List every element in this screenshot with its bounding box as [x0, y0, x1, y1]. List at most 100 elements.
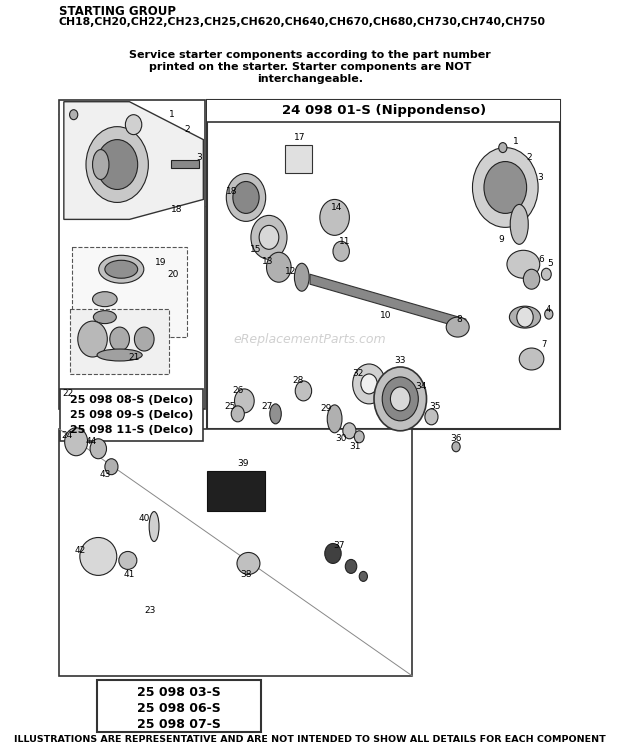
Text: 6: 6 — [539, 255, 544, 264]
Circle shape — [125, 115, 142, 134]
Text: 25 098 07-S: 25 098 07-S — [137, 718, 221, 731]
Polygon shape — [310, 275, 466, 329]
Circle shape — [425, 409, 438, 424]
Circle shape — [135, 327, 154, 351]
Circle shape — [251, 216, 287, 260]
Text: 31: 31 — [350, 442, 361, 451]
Circle shape — [234, 389, 254, 413]
Circle shape — [105, 459, 118, 474]
Ellipse shape — [149, 512, 159, 542]
Ellipse shape — [446, 317, 469, 337]
Circle shape — [259, 225, 279, 249]
Bar — [170, 160, 199, 168]
Bar — [208, 100, 560, 429]
Ellipse shape — [510, 204, 528, 245]
Text: 25 098 11-S (Delco): 25 098 11-S (Delco) — [70, 424, 193, 435]
Text: 34: 34 — [415, 383, 427, 392]
Text: 39: 39 — [237, 460, 249, 468]
Polygon shape — [64, 101, 203, 219]
Circle shape — [90, 439, 107, 459]
Bar — [59, 100, 205, 409]
Circle shape — [333, 241, 350, 261]
Text: ILLUSTRATIONS ARE REPRESENTATIVE AND ARE NOT INTENDED TO SHOW ALL DETAILS FOR EA: ILLUSTRATIONS ARE REPRESENTATIVE AND ARE… — [14, 735, 606, 744]
Text: 32: 32 — [352, 369, 363, 378]
Bar — [97, 680, 261, 732]
Circle shape — [359, 571, 368, 581]
Text: 2: 2 — [526, 153, 532, 162]
Text: 25: 25 — [224, 402, 235, 411]
Polygon shape — [208, 122, 560, 429]
Text: 21: 21 — [128, 353, 140, 362]
Text: interchangeable.: interchangeable. — [257, 74, 363, 84]
Circle shape — [541, 269, 551, 280]
Ellipse shape — [270, 404, 281, 424]
Text: 20: 20 — [167, 270, 179, 279]
Circle shape — [226, 174, 266, 222]
Text: 3: 3 — [537, 173, 542, 182]
Text: 26: 26 — [232, 386, 244, 395]
Text: 10: 10 — [379, 310, 391, 319]
Text: 28: 28 — [293, 377, 304, 386]
Text: 30: 30 — [335, 434, 347, 443]
Bar — [208, 100, 560, 122]
Circle shape — [391, 387, 410, 411]
Text: eReplacementParts.com: eReplacementParts.com — [234, 333, 386, 345]
Circle shape — [320, 199, 350, 235]
Text: 19: 19 — [155, 258, 166, 267]
Text: 22: 22 — [62, 389, 74, 398]
Text: 41: 41 — [124, 570, 135, 579]
Text: 14: 14 — [332, 203, 343, 212]
Text: 36: 36 — [450, 434, 462, 443]
Bar — [71, 309, 169, 374]
Circle shape — [231, 406, 244, 421]
Text: 8: 8 — [456, 315, 463, 324]
Text: 37: 37 — [333, 541, 345, 550]
Text: STARTING GROUP: STARTING GROUP — [59, 5, 176, 18]
Text: 27: 27 — [262, 402, 273, 411]
Circle shape — [97, 140, 138, 189]
Bar — [59, 429, 412, 676]
Text: 5: 5 — [547, 259, 553, 268]
Ellipse shape — [507, 251, 540, 278]
Text: 1: 1 — [169, 110, 175, 119]
Circle shape — [69, 110, 78, 119]
Circle shape — [484, 162, 526, 213]
Circle shape — [452, 442, 460, 452]
Circle shape — [353, 364, 386, 404]
Text: 18: 18 — [171, 205, 183, 214]
Circle shape — [78, 321, 107, 357]
Circle shape — [267, 252, 291, 282]
Circle shape — [86, 127, 148, 202]
Circle shape — [374, 367, 427, 430]
Circle shape — [498, 142, 507, 153]
Text: 15: 15 — [250, 245, 262, 254]
Circle shape — [361, 374, 378, 394]
Text: 25 098 08-S (Delco): 25 098 08-S (Delco) — [70, 395, 193, 405]
Text: 42: 42 — [74, 546, 86, 555]
Text: 3: 3 — [197, 153, 202, 162]
Circle shape — [295, 381, 312, 401]
Circle shape — [382, 377, 419, 421]
Text: 25 098 06-S: 25 098 06-S — [137, 702, 221, 715]
Text: 25 098 09-S (Delco): 25 098 09-S (Delco) — [70, 410, 193, 420]
Text: 33: 33 — [394, 357, 406, 366]
Circle shape — [345, 560, 356, 574]
Text: 17: 17 — [294, 133, 306, 142]
Circle shape — [472, 148, 538, 228]
Text: printed on the starter. Starter components are NOT: printed on the starter. Starter componen… — [149, 62, 471, 72]
Ellipse shape — [94, 310, 117, 324]
Ellipse shape — [237, 553, 260, 574]
Text: 1: 1 — [513, 137, 519, 146]
Text: 23: 23 — [144, 606, 156, 615]
Circle shape — [545, 309, 553, 319]
Ellipse shape — [99, 255, 144, 283]
Circle shape — [354, 430, 364, 443]
Text: 11: 11 — [339, 236, 350, 246]
Ellipse shape — [105, 260, 138, 278]
Text: 38: 38 — [240, 570, 252, 579]
Circle shape — [517, 307, 533, 327]
Circle shape — [343, 423, 356, 439]
Text: Service starter components according to the part number: Service starter components according to … — [129, 50, 491, 60]
Text: 25 098 03-S: 25 098 03-S — [137, 686, 221, 699]
Text: 4: 4 — [546, 304, 551, 313]
